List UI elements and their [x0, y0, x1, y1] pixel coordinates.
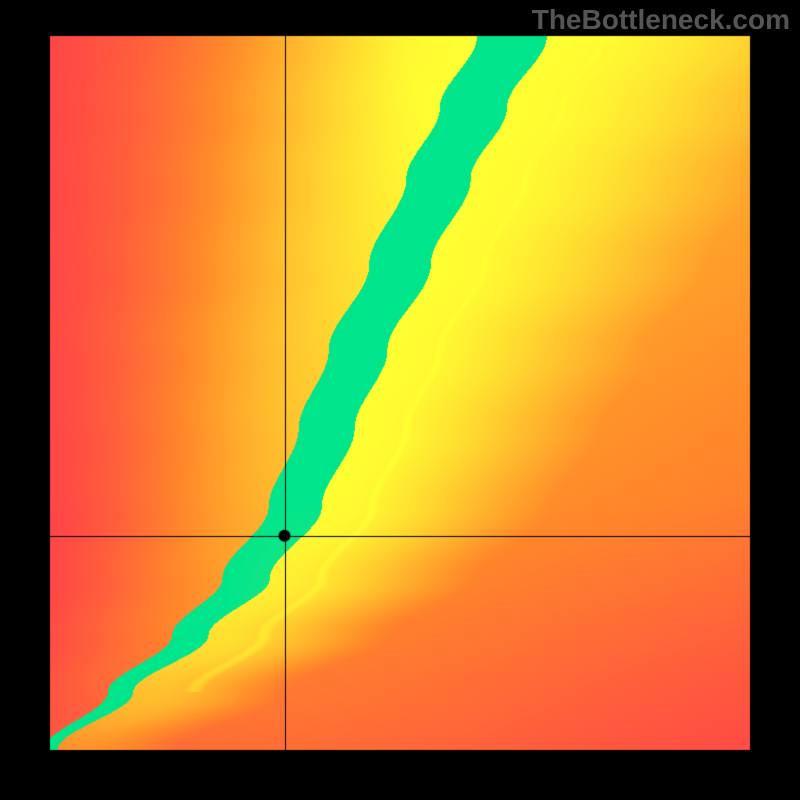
heatmap-canvas	[0, 0, 800, 800]
bottleneck-heatmap-container: { "watermark": { "text": "TheBottleneck.…	[0, 0, 800, 800]
watermark-text: TheBottleneck.com	[532, 4, 790, 36]
